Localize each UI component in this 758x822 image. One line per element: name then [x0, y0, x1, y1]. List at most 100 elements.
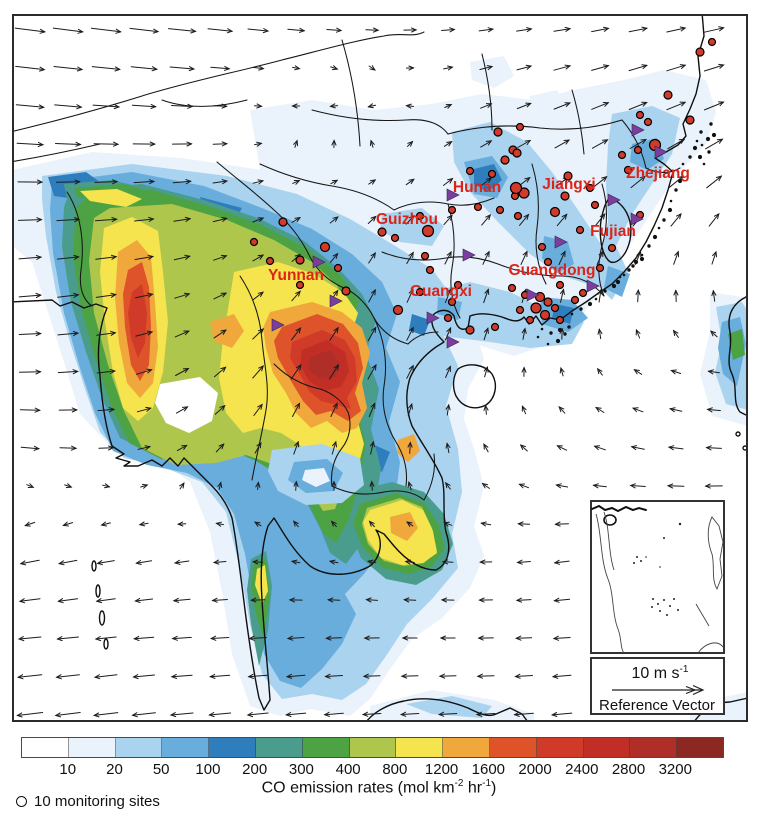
- monitoring-site: [278, 217, 288, 227]
- monitoring-site: [447, 205, 457, 215]
- monitoring-site: [633, 145, 643, 155]
- purple-triangle-marker: [446, 335, 460, 349]
- province-label-yunnan: Yunnan: [268, 267, 324, 284]
- monitoring-site: [560, 191, 570, 201]
- monitoring-site: [377, 227, 387, 237]
- province-label-guangdong: Guangdong: [509, 262, 596, 279]
- monitoring-site: [487, 169, 497, 179]
- monitoring-sites-legend: 10 monitoring sites: [16, 793, 160, 810]
- monitoring-site: [490, 322, 500, 332]
- monitoring-site: [507, 283, 517, 293]
- colorbar-cell: [536, 738, 584, 757]
- monitoring-site: [513, 211, 523, 221]
- colorbar-cell: [22, 738, 69, 757]
- monitoring-site: [555, 280, 565, 290]
- colorbar-tick: 2400: [565, 761, 599, 778]
- monitoring-site: [570, 295, 580, 305]
- monitoring-site: [390, 233, 400, 243]
- colorbar-cell: [630, 738, 678, 757]
- monitoring-site: [543, 297, 553, 307]
- reference-speed-label: 10 m s-1: [632, 664, 689, 682]
- colorbar-tick: 50: [152, 761, 170, 778]
- monitoring-site: [607, 243, 617, 253]
- colorbar-cell: [162, 738, 210, 757]
- monitoring-site: [555, 315, 565, 325]
- purple-triangle-marker: [271, 318, 285, 332]
- province-labels: Yunnan Guizhou Hunan Jiangxi Zhejiang Fujian G…: [268, 165, 690, 300]
- legend-label: 10 monitoring sites: [34, 793, 160, 810]
- monitoring-site: [525, 315, 535, 325]
- colorbar-tick: 1600: [471, 761, 506, 778]
- monitoring-site: [249, 237, 259, 247]
- monitoring-site: [539, 309, 551, 321]
- reference-vector-label: Reference Vector: [599, 697, 715, 714]
- map-canvas: Yunnan Guizhou Hunan Jiangxi Zhejiang Fujian G…: [12, 14, 748, 722]
- colorbar-tick: 100: [195, 761, 221, 778]
- monitoring-site: [663, 90, 673, 100]
- monitoring-site: [295, 255, 305, 265]
- map-panel: Yunnan Guizhou Hunan Jiangxi Zhejiang Fujian G…: [12, 14, 748, 722]
- purple-triangle-marker: [554, 235, 568, 249]
- monitoring-site: [392, 304, 404, 316]
- colorbar-cell: [396, 738, 444, 757]
- colorbar-tick: 2800: [611, 761, 646, 778]
- monitoring-site: [265, 256, 275, 266]
- monitoring-site: [623, 165, 633, 175]
- reference-arrow: [612, 684, 705, 696]
- purple-triangle-marker: [631, 123, 645, 137]
- monitoring-site: [563, 171, 573, 181]
- colorbar-tick: 3200: [658, 761, 692, 778]
- monitoring-site: [685, 115, 695, 125]
- purple-triangle-marker: [654, 145, 668, 159]
- wind-vectors: [14, 26, 725, 718]
- monitoring-site: [543, 257, 553, 267]
- monitoring-site: [515, 305, 525, 315]
- colorbar-cell: [302, 738, 350, 757]
- monitoring-site: [341, 286, 351, 296]
- monitoring-site: [643, 117, 653, 127]
- monitoring-site: [590, 200, 600, 210]
- purple-triangle-marker: [607, 193, 621, 207]
- purple-triangle-marker: [312, 255, 326, 269]
- country-province-borders: [14, 31, 681, 501]
- purple-triangle-marker: [526, 288, 540, 302]
- colorbar-cell: [68, 738, 116, 757]
- monitoring-site: [575, 225, 585, 235]
- colorbar-tick: 400: [335, 761, 361, 778]
- monitoring-site: [415, 287, 425, 297]
- colorbar-cell: [349, 738, 397, 757]
- purple-triangle-marker: [329, 294, 343, 308]
- monitoring-site: [421, 224, 435, 238]
- purple-triangle-marker: [462, 248, 476, 262]
- colorbar-tick: 10: [59, 761, 77, 778]
- monitoring-site: [420, 251, 430, 261]
- monitoring-site: [635, 110, 645, 120]
- monitoring-site: [549, 206, 561, 218]
- monitoring-site: [595, 263, 605, 273]
- monitoring-site: [695, 47, 705, 57]
- colorbar-cell: [115, 738, 163, 757]
- site-circle-icon: [16, 796, 27, 807]
- coastal-islands: [536, 122, 717, 346]
- colorbar-tick: 200: [242, 761, 268, 778]
- monitoring-site: [515, 122, 525, 132]
- purple-triangle-marker: [426, 311, 440, 325]
- monitoring-site: [707, 37, 717, 47]
- purple-triangle-marker: [586, 279, 600, 293]
- purple-triangle-marker: [630, 212, 644, 226]
- monitoring-site: [537, 242, 547, 252]
- monitoring-site: [333, 263, 343, 273]
- monitoring-site: [530, 302, 542, 314]
- province-label-jiangxi: Jiangxi: [542, 176, 595, 193]
- inset-map: [590, 500, 725, 654]
- colorbar-tick: 2000: [518, 761, 552, 778]
- monitoring-site: [295, 280, 305, 290]
- monitoring-site: [578, 288, 588, 298]
- monitoring-site: [495, 205, 505, 215]
- map-frame: [12, 14, 748, 722]
- monitoring-site: [550, 303, 560, 313]
- monitoring-site: [465, 325, 475, 335]
- monitoring-site: [443, 313, 453, 323]
- monitoring-site: [465, 166, 475, 176]
- monitoring-site: [425, 265, 435, 275]
